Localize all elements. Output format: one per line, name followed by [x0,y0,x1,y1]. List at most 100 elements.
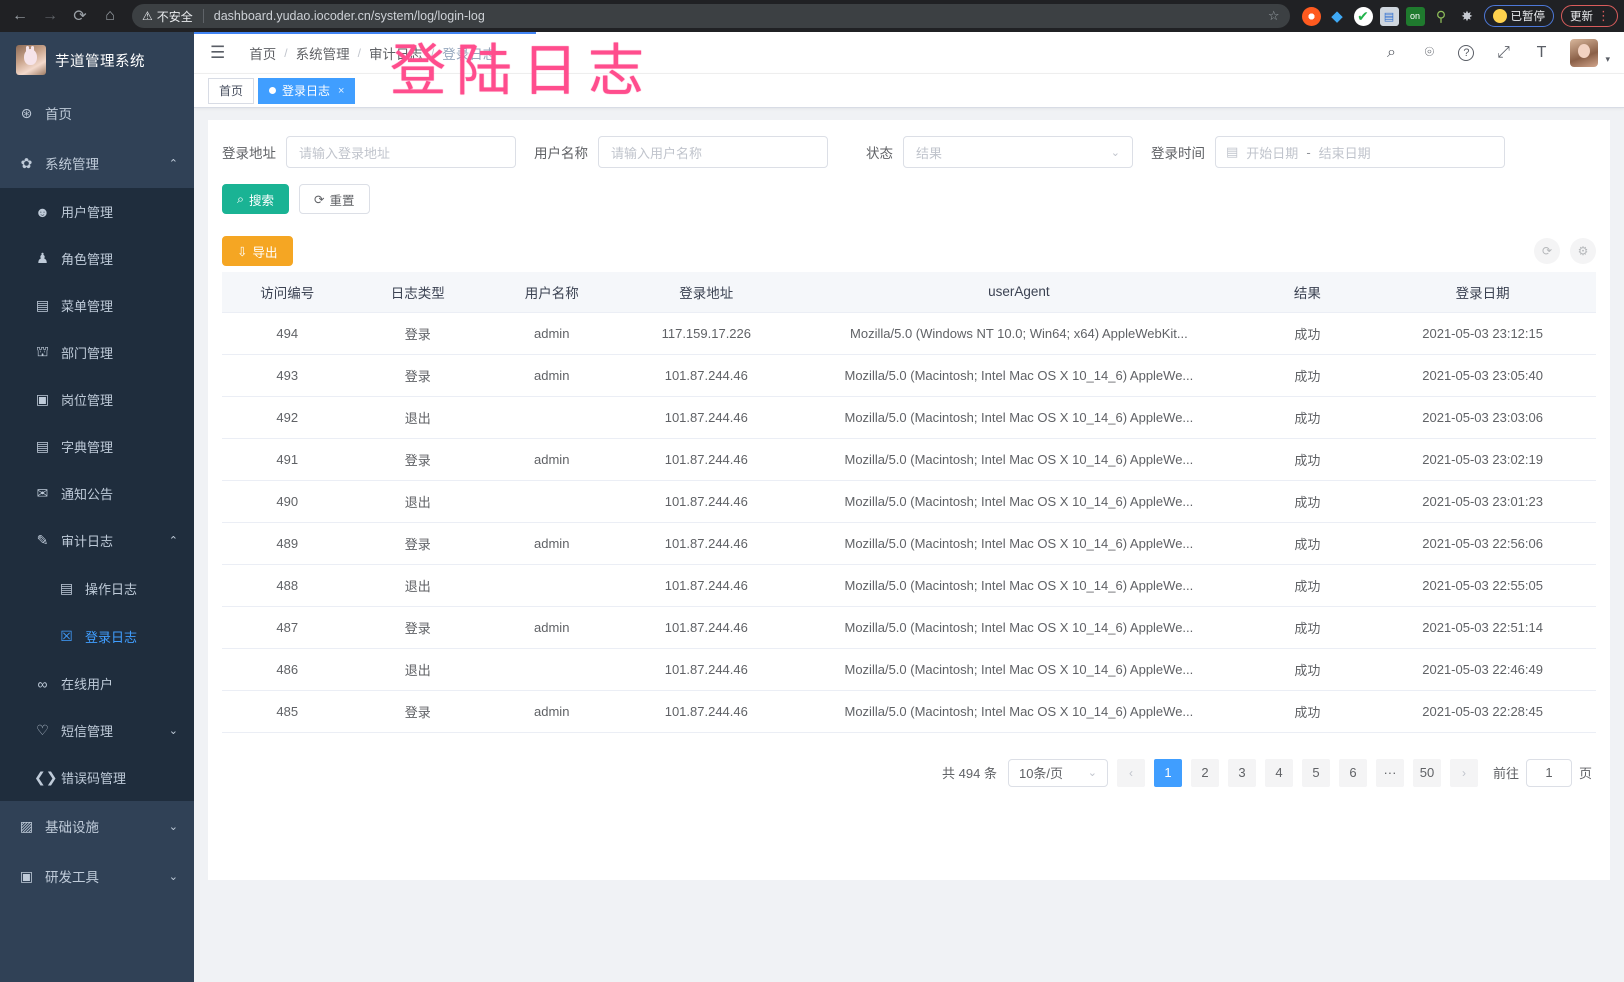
back-icon[interactable]: ← [12,7,28,24]
prev-page-button[interactable]: ‹ [1116,758,1145,787]
table-cell-address: 101.87.244.46 [620,564,793,607]
reset-button[interactable]: ⟳ 重置 [299,184,370,214]
sidebar-item-infrastructure[interactable]: ▨ 基础设施 ⌄ [0,801,194,851]
extension-orange-icon[interactable] [1301,6,1321,26]
breadcrumb-item-system[interactable]: 系统管理 [295,46,350,62]
table-row[interactable]: 487 登录 admin 101.87.244.46 Mozilla/5.0 (Maci… [222,606,1596,649]
sidebar-item-posts[interactable]: ▣ 岗位管理 [0,376,194,423]
online-user-icon: ∞ [37,675,48,692]
table-row[interactable]: 488 退出 101.87.244.46 Mozilla/5.0 (Macintosh… [222,564,1596,607]
export-button[interactable]: ⇩ 导出 [222,236,293,266]
tab-home[interactable]: 首页 [208,77,255,104]
start-date-input[interactable]: 开始日期 [1246,145,1299,161]
refresh-icon[interactable]: ⟳ [1534,238,1560,264]
breadcrumb-item-audit[interactable]: 审计日志 [368,46,423,62]
extension-puzzle-icon[interactable]: ✸ [1461,7,1473,24]
sidebar-item-dictionary[interactable]: ▤ 字典管理 [0,423,194,470]
table-cell-username: admin [483,522,621,565]
table-cell-type: 登录 [352,606,484,649]
jump-page-input[interactable]: 1 [1525,758,1572,787]
hamburger-icon[interactable]: ☰ [210,42,226,62]
table-cell-type: 退出 [352,564,484,607]
reload-icon[interactable]: ⟳ [73,8,87,25]
extension-diamond-icon[interactable]: ◆ [1331,8,1343,25]
page-button-6[interactable]: 6 [1338,758,1367,787]
columns-icon[interactable]: ⚙ [1570,238,1596,264]
github-icon[interactable]: ⌾ [1424,43,1435,61]
sidebar-item-home[interactable]: ⊛ 首页 [0,88,194,138]
sidebar-item-users[interactable]: ☻ 用户管理 [0,188,194,235]
extension-translate-icon[interactable]: on [1405,6,1425,26]
page-button-last[interactable]: 50 [1412,758,1441,787]
sidebar-item-system[interactable]: ✿ 系统管理 ⌃ [0,138,194,188]
sidebar-item-label: 基础设施 [45,820,99,835]
breadcrumb-item-home[interactable]: 首页 [249,46,277,62]
forward-icon[interactable]: → [42,7,58,24]
login-address-input[interactable]: 请输入登录地址 [286,136,516,168]
profile-paused-pill[interactable]: 已暂停 [1483,5,1554,27]
table-cell-date: 2021-05-03 22:28:45 [1369,690,1596,733]
address-bar[interactable]: ⚠ 不安全 dashboard.yudao.iocoder.cn/system/… [132,4,1290,28]
end-date-input[interactable]: 结束日期 [1318,145,1371,161]
table-row[interactable]: 489 登录 admin 101.87.244.46 Mozilla/5.0 (Maci… [222,522,1596,565]
sidebar-item-login-log[interactable]: ☒ 登录日志 [0,612,194,660]
table-row[interactable]: 493 登录 admin 101.87.244.46 Mozilla/5.0 (Maci… [222,354,1596,397]
font-size-icon[interactable]: T [1536,43,1547,61]
update-pill[interactable]: 更新 ⋮ [1561,5,1618,27]
table-cell-date: 2021-05-03 22:51:14 [1369,606,1596,649]
sidebar-logo[interactable]: 芋道管理系统 [0,32,194,88]
sidebar-item-roles[interactable]: ♟ 角色管理 [0,235,194,282]
sidebar-item-notices[interactable]: ✉ 通知公告 [0,470,194,517]
page-button-1[interactable]: 1 [1153,758,1182,787]
avatar[interactable] [1570,38,1599,67]
page-button-2[interactable]: 2 [1190,758,1219,787]
sidebar-item-dev-tools[interactable]: ▣ 研发工具 ⌄ [0,851,194,901]
column-header-address: 登录地址 [620,272,793,313]
table-cell-address: 101.87.244.46 [620,396,793,439]
user-name-input[interactable]: 请输入用户名称 [598,136,828,168]
table-cell-result: 成功 [1245,312,1370,355]
login-time-range-picker[interactable]: ▤ 开始日期 - 结束日期 [1215,136,1505,168]
extension-green-check-icon[interactable]: ✔ [1353,6,1373,26]
page-size-select[interactable]: 10条/页 ⌄ [1007,758,1108,787]
page-ellipsis[interactable]: ··· [1375,758,1404,787]
table-body: 494 登录 admin 117.159.17.226 Mozilla/5.0 (Win… [222,312,1596,733]
table-row[interactable]: 494 登录 admin 117.159.17.226 Mozilla/5.0 (Win… [222,312,1596,355]
sidebar-item-menus[interactable]: ▤ 菜单管理 [0,282,194,329]
table-row[interactable]: 492 退出 101.87.244.46 Mozilla/5.0 (Macintosh… [222,396,1596,439]
chrome-menu-icon[interactable]: ⋮ [1597,8,1610,23]
sidebar-item-audit-log[interactable]: ✎ 审计日志 ⌃ [0,517,194,564]
page-button-4[interactable]: 4 [1264,758,1293,787]
table-row[interactable]: 486 退出 101.87.244.46 Mozilla/5.0 (Macintosh… [222,648,1596,691]
page-button-5[interactable]: 5 [1301,758,1330,787]
sidebar-item-operation-log[interactable]: ▤ 操作日志 [0,564,194,612]
status-select[interactable]: 结果 ⌄ [903,136,1133,168]
close-icon[interactable]: × [338,84,345,97]
table-row[interactable]: 485 登录 admin 101.87.244.46 Mozilla/5.0 (Maci… [222,690,1596,733]
page-button-3[interactable]: 3 [1227,758,1256,787]
help-icon[interactable]: ? [1458,44,1475,61]
sidebar-item-online-users[interactable]: ∞ 在线用户 [0,660,194,707]
not-secure-badge[interactable]: ⚠ 不安全 [142,8,193,25]
table-row[interactable]: 490 退出 101.87.244.46 Mozilla/5.0 (Macintosh… [222,480,1596,523]
table-cell-id: 486 [222,648,353,691]
breadcrumb-separator: / [357,45,361,60]
sidebar-item-sms[interactable]: ♡ 短信管理 ⌄ [0,707,194,754]
sidebar-item-departments[interactable]: ⛫ 部门管理 [0,329,194,376]
next-page-button[interactable]: › [1449,758,1478,787]
sidebar-item-error-code[interactable]: ❮❯ 错误码管理 [0,754,194,801]
extension-pin-icon[interactable]: ⚲ [1435,7,1447,24]
filter-label: 用户名称 [534,146,588,161]
tab-login-log[interactable]: 登录日志 × [258,77,356,104]
home-icon[interactable]: ⌂ [105,7,115,24]
extension-blue-doc-icon[interactable]: ▤ [1379,6,1399,26]
fullscreen-icon[interactable]: ⤢ [1497,43,1510,61]
search-icon[interactable]: ⌕ [1386,43,1396,61]
table-cell-type: 登录 [352,690,484,733]
date-range-dash: - [1306,144,1311,160]
sidebar-item-label: 短信管理 [61,724,114,739]
search-button[interactable]: ⌕ 搜索 [222,184,290,214]
chevron-down-icon[interactable]: ▾ [1605,54,1610,64]
bookmark-star-icon[interactable]: ☆ [1267,8,1280,23]
table-row[interactable]: 491 登录 admin 101.87.244.46 Mozilla/5.0 (Maci… [222,438,1596,481]
